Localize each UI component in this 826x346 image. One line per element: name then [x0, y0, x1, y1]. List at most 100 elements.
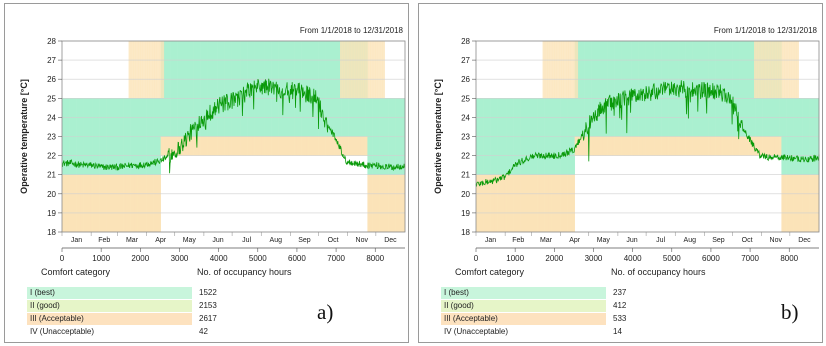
comfort-band-acceptable: [266, 136, 270, 156]
comfort-band-best: [588, 41, 592, 137]
comfort-band-acceptable: [532, 174, 536, 232]
comfort-band-acceptable: [764, 136, 768, 156]
comfort-band-best: [675, 41, 679, 137]
legend-hours: 14: [613, 327, 622, 336]
comfort-band-acceptable: [546, 174, 550, 232]
legend-label: IV (Unacceptable): [444, 327, 509, 336]
comfort-band-acceptable: [640, 136, 644, 156]
comfort-band-acceptable: [756, 41, 760, 99]
legend-hours: 412: [613, 301, 627, 310]
x-tick-label: 8000: [780, 254, 798, 263]
comfort-band-acceptable: [108, 174, 112, 232]
comfort-band-best: [720, 41, 723, 137]
comfort-band-acceptable: [210, 136, 213, 156]
legend-row-good: II (good) 412: [441, 300, 626, 312]
comfort-band-best: [329, 41, 333, 137]
comfort-band-best: [172, 41, 176, 137]
month-label: Sep: [712, 237, 725, 244]
comfort-band-acceptable: [560, 174, 564, 232]
comfort-band-acceptable: [313, 136, 317, 156]
comfort-band-acceptable: [379, 174, 382, 232]
comfort-band-acceptable: [727, 136, 731, 156]
comfort-band-best: [591, 41, 594, 137]
comfort-band-acceptable: [614, 136, 618, 156]
comfort-band-acceptable: [741, 136, 745, 156]
comfort-band-acceptable: [586, 136, 590, 156]
chart-svg-b: 18 19 20 21 22 23 24 25 26 27 28 Jan Feb Mar Apr May Jun…: [433, 26, 820, 263]
comfort-band-acceptable: [635, 136, 639, 156]
comfort-band-acceptable: [758, 41, 762, 99]
comfort-band-acceptable: [739, 136, 742, 156]
month-label: Mar: [126, 237, 139, 244]
comfort-band-best: [311, 41, 314, 137]
legend-row-good: II (good) 2153: [27, 300, 217, 312]
comfort-band-acceptable: [94, 174, 98, 232]
y-tick-label: 27: [47, 56, 56, 65]
comfort-band-acceptable: [772, 136, 775, 156]
comfort-band-acceptable: [154, 41, 158, 99]
comfort-band-acceptable: [282, 136, 286, 156]
comfort-band-best: [181, 41, 185, 137]
comfort-band-best: [654, 41, 658, 137]
comfort-band-acceptable: [268, 136, 272, 156]
comfort-band-acceptable: [544, 174, 547, 232]
comfort-band-acceptable: [554, 41, 557, 99]
comfort-band-acceptable: [797, 174, 801, 232]
comfort-band-acceptable: [494, 174, 498, 232]
comfort-band-acceptable: [567, 174, 571, 232]
comfort-band-acceptable: [400, 174, 403, 232]
y-tick-label: 20: [461, 190, 470, 199]
comfort-band-acceptable: [142, 41, 146, 99]
comfort-band-acceptable: [555, 174, 559, 232]
comfort-band-acceptable: [375, 41, 378, 99]
y-tick-label: 18: [461, 228, 470, 237]
comfort-band-acceptable: [186, 136, 190, 156]
comfort-band-acceptable: [347, 41, 350, 99]
comfort-band-best: [228, 41, 232, 137]
month-label: May: [183, 237, 197, 244]
comfort-band-acceptable: [369, 174, 373, 232]
comfort-band-acceptable: [518, 174, 521, 232]
comfort-band-acceptable: [659, 136, 662, 156]
comfort-band-acceptable: [329, 136, 333, 156]
legend-hours: 2617: [199, 314, 217, 323]
comfort-band-acceptable: [689, 136, 693, 156]
x-tick-label: 6000: [288, 254, 306, 263]
comfort-band-acceptable: [492, 174, 496, 232]
comfort-band-acceptable: [549, 41, 553, 99]
comfort-band-acceptable: [626, 136, 630, 156]
comfort-band-acceptable: [221, 136, 225, 156]
comfort-band-best: [616, 41, 620, 137]
comfort-band-acceptable: [561, 41, 565, 99]
comfort-band-acceptable: [261, 136, 265, 156]
comfort-band-acceptable: [565, 174, 568, 232]
x-tick-label: 2000: [131, 254, 149, 263]
comfort-band-acceptable: [692, 136, 695, 156]
comfort-band-acceptable: [508, 174, 512, 232]
comfort-band-acceptable: [476, 174, 479, 232]
x-tick-label: 6000: [702, 254, 720, 263]
comfort-band-acceptable: [120, 174, 124, 232]
comfort-band-acceptable: [303, 136, 307, 156]
legend-hours: 237: [613, 288, 627, 297]
comfort-band-acceptable: [673, 136, 676, 156]
comfort-band-acceptable: [116, 174, 119, 232]
comfort-band-acceptable: [184, 136, 187, 156]
comfort-band-acceptable: [285, 136, 288, 156]
x-tick-label: 5000: [663, 254, 681, 263]
comfort-band-acceptable: [748, 136, 752, 156]
comfort-band-acceptable: [245, 136, 248, 156]
comfort-band-acceptable: [628, 136, 632, 156]
comfort-band-acceptable: [361, 41, 364, 99]
comfort-band-acceptable: [73, 174, 77, 232]
comfort-band-acceptable: [66, 174, 70, 232]
chart-svg-a: 18 19 20 21 22 23 24 25 26 27 28 Jan Feb Mar Apr May Jun…: [19, 26, 406, 263]
y-tick-label: 19: [47, 209, 56, 218]
comfort-band-acceptable: [572, 174, 575, 232]
legend-row-best: I (best) 237: [441, 287, 626, 299]
comfort-band-acceptable: [393, 174, 396, 232]
legend-label: I (best): [30, 288, 55, 297]
comfort-band-acceptable: [779, 41, 783, 99]
comfort-band-acceptable: [130, 41, 134, 99]
comfort-band-acceptable: [188, 136, 192, 156]
